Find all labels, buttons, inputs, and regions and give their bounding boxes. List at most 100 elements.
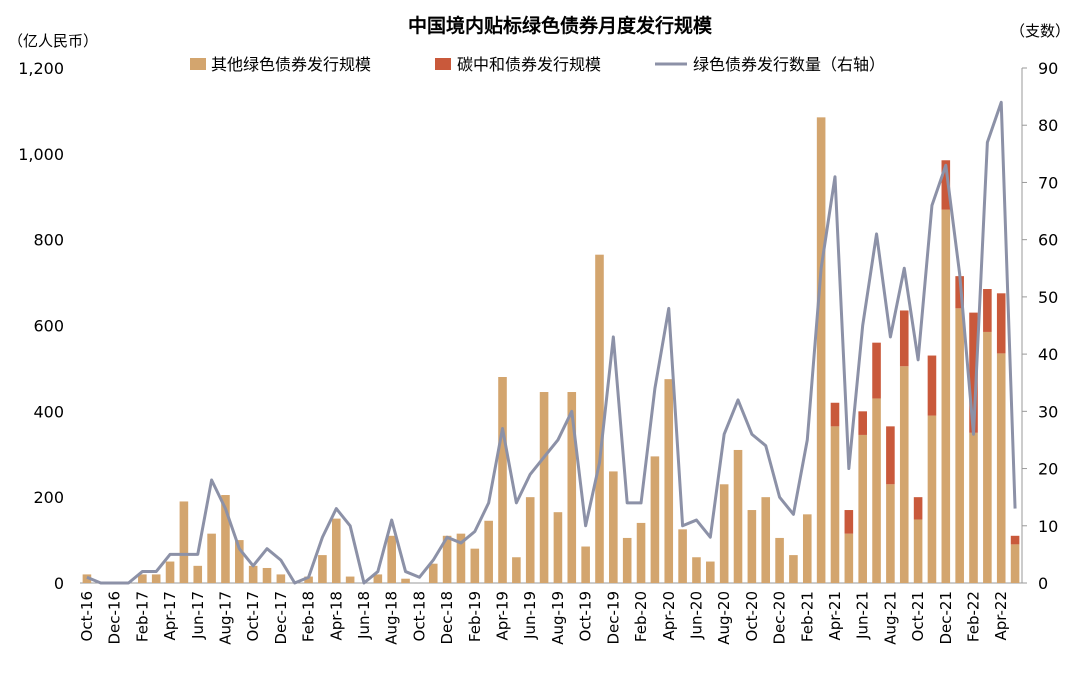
x-tick-label: Oct-20: [743, 591, 761, 641]
bar-other-green: [927, 415, 937, 583]
count-line-layer: [86, 100, 1017, 585]
x-tick-label: Dec-21: [937, 591, 955, 645]
x-tick-labels: Oct-16 Dec-16 Feb-17 Apr-17 Jun-17 Aug-17 Oct-…: [78, 591, 1010, 645]
bar-carbon-neutral: [844, 510, 854, 534]
bar-other-green: [456, 533, 466, 583]
bar-other-green: [636, 522, 646, 583]
bar-other-green: [373, 574, 383, 583]
bar-carbon-neutral: [1010, 535, 1020, 545]
line-bond-count: [86, 100, 1017, 585]
right-tick-label: 10: [1038, 517, 1058, 536]
left-tick-label: 0: [54, 574, 64, 593]
x-tick-label: Apr-19: [494, 591, 512, 641]
bar-carbon-neutral: [872, 342, 881, 399]
bar-other-green: [235, 540, 244, 583]
right-tick-label: 80: [1038, 116, 1058, 135]
bar-other-green: [802, 514, 812, 583]
bar-carbon-neutral: [858, 411, 867, 435]
bar-other-green: [706, 561, 715, 583]
x-tick-label: Jun-18: [355, 591, 373, 640]
bar-carbon-neutral: [899, 310, 909, 367]
bar-other-green: [955, 308, 964, 583]
x-tick-label: Feb-22: [965, 591, 983, 642]
x-tick-label: Dec-16: [106, 591, 124, 645]
bar-other-green: [248, 565, 258, 583]
bar-other-green: [692, 557, 701, 583]
bar-other-green: [941, 209, 951, 583]
bar-other-green: [151, 574, 161, 583]
x-tick-label: Dec-17: [272, 591, 290, 645]
bar-other-green: [747, 510, 757, 583]
bar-other-green: [581, 546, 590, 583]
x-tick-label: Feb-17: [133, 591, 151, 642]
bar-other-green: [276, 574, 286, 583]
x-tick-label: Feb-20: [632, 591, 650, 642]
left-tick-label: 400: [33, 402, 64, 421]
left-tick-label: 1,000: [18, 145, 64, 164]
bar-other-green: [775, 537, 784, 583]
left-tick-label: 200: [33, 488, 64, 507]
bar-other-green: [207, 533, 216, 583]
legend-label-carbon-neutral: 碳中和债券发行规模: [457, 55, 601, 74]
x-tick-label: Apr-21: [826, 591, 844, 641]
x-tick-label: Apr-18: [327, 591, 345, 641]
x-tick-label: Aug-18: [383, 591, 401, 645]
bar-other-green: [401, 578, 410, 583]
x-tick-label: Dec-20: [771, 591, 789, 645]
bar-other-green: [567, 392, 577, 583]
bar-other-green: [872, 398, 881, 583]
bar-other-green: [428, 563, 438, 583]
left-tick-label: 800: [33, 231, 64, 250]
x-tick-label: Aug-20: [715, 591, 733, 645]
bar-other-green: [595, 254, 604, 583]
bar-other-green: [650, 456, 660, 583]
legend-swatch-other-green: [190, 58, 206, 70]
bar-other-green: [830, 426, 840, 583]
right-tick-label: 0: [1038, 574, 1048, 593]
bar-other-green: [678, 529, 687, 583]
x-tick-label: Jun-21: [854, 591, 872, 640]
left-tick-label: 600: [33, 317, 64, 336]
bar-other-green: [789, 555, 798, 583]
x-tick-label: Feb-19: [466, 591, 484, 642]
bar-other-green: [138, 574, 147, 583]
bar-other-green: [539, 392, 549, 583]
legend: 其他绿色债券发行规模 碳中和债券发行规模 绿色债券发行数量（右轴）: [190, 55, 885, 74]
legend-label-bond-count: 绿色债券发行数量（右轴）: [693, 55, 885, 74]
bar-other-green: [1010, 544, 1020, 583]
x-tick-label: Apr-20: [660, 591, 678, 641]
right-axis-unit: （支数）: [1010, 22, 1070, 40]
bar-other-green: [858, 434, 867, 583]
x-tick-label: Apr-22: [992, 591, 1010, 641]
left-axis-unit: （亿人民币）: [8, 32, 98, 50]
x-tick-label: Aug-21: [881, 591, 899, 645]
bar-other-green: [886, 484, 895, 583]
bar-other-green: [761, 497, 771, 583]
x-tick-label: Oct-18: [410, 591, 428, 641]
bar-other-green: [969, 432, 978, 583]
bar-other-green: [387, 535, 396, 583]
bar-other-green: [484, 520, 493, 583]
bar-other-green: [318, 555, 327, 583]
bar-carbon-neutral: [955, 276, 964, 309]
right-tick-label: 70: [1038, 173, 1058, 192]
bar-other-green: [622, 537, 632, 583]
right-tick-label: 30: [1038, 402, 1058, 421]
bar-other-green: [899, 366, 909, 583]
left-tick-label: 1,200: [18, 59, 64, 78]
bar-other-green: [331, 518, 341, 583]
bar-carbon-neutral: [983, 289, 992, 332]
bar-other-green: [844, 533, 854, 583]
x-tick-label: Oct-19: [577, 591, 595, 641]
bar-other-green: [553, 512, 563, 583]
bar-other-green: [470, 548, 480, 583]
x-tick-label: Aug-17: [216, 591, 234, 645]
right-tick-label: 20: [1038, 460, 1058, 479]
right-tick-label: 50: [1038, 288, 1058, 307]
bar-other-green: [262, 567, 272, 583]
x-tick-label: Oct-16: [78, 591, 96, 641]
bar-other-green: [193, 565, 203, 583]
bar-other-green: [983, 331, 992, 583]
bar-other-green: [165, 561, 175, 583]
